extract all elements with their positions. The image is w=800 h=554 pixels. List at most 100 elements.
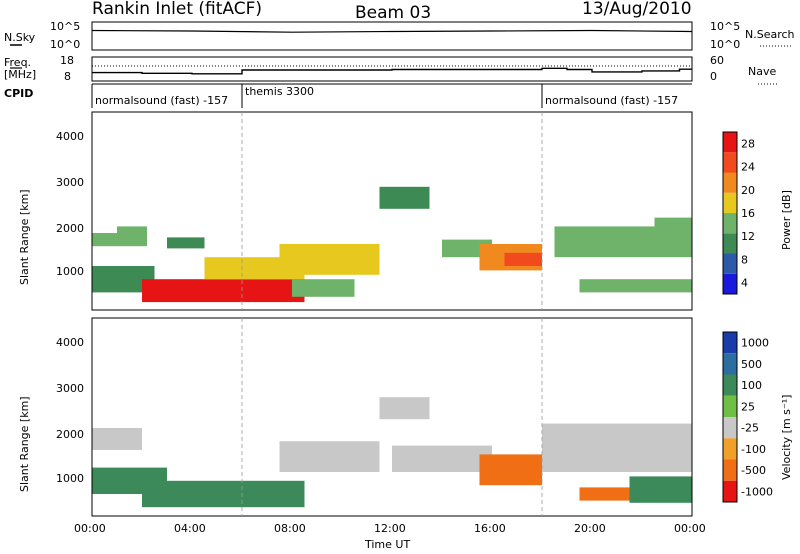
freq-left-tick-bottom: 8 bbox=[64, 70, 71, 83]
vel-cbar-tick-0: 1000 bbox=[741, 337, 769, 350]
velocity-ylabel: Slant Range [km] bbox=[18, 396, 31, 492]
velocity-region-7 bbox=[579, 487, 642, 501]
velocity-region-4 bbox=[379, 397, 430, 420]
velocity-cells bbox=[92, 397, 692, 508]
vel-cbar-tick-2: 100 bbox=[741, 379, 762, 392]
power-cbar-swatch-4 bbox=[723, 192, 737, 214]
xtick-1200: 12:00 bbox=[374, 522, 406, 535]
power-region-8 bbox=[379, 186, 430, 209]
power-region-4 bbox=[142, 279, 305, 303]
vel-cbar-swatch-3 bbox=[723, 395, 737, 418]
power-cbar-swatch-7 bbox=[723, 132, 737, 153]
power-cbar-tick-5: 8 bbox=[741, 253, 748, 266]
vel-cbar-tick-3: 25 bbox=[741, 400, 755, 413]
power-cbar-swatch-5 bbox=[723, 172, 737, 193]
power-cbar-tick-0: 28 bbox=[741, 138, 755, 151]
beam-title: Beam 03 bbox=[355, 3, 431, 23]
freq-label-top: Freq. bbox=[4, 56, 31, 69]
freq-panel: Freq. [MHz] 18 8 60 0 Nave bbox=[4, 54, 778, 85]
nave-label: Nave bbox=[748, 65, 776, 78]
vel-cbar-swatch-2 bbox=[723, 374, 737, 396]
freq-series bbox=[92, 67, 692, 75]
power-ytick-4000: 4000 bbox=[56, 130, 84, 143]
power-region-6 bbox=[279, 244, 380, 275]
power-cbar-swatch-6 bbox=[723, 152, 737, 173]
vel-cbar-swatch-5 bbox=[723, 438, 737, 460]
velocity-ytick-2000: 2000 bbox=[56, 428, 84, 441]
xtick-1600: 16:00 bbox=[474, 522, 506, 535]
velocity-panel-frame bbox=[91, 317, 693, 517]
freq-right-tick-bottom: 0 bbox=[710, 70, 717, 83]
power-colorbar: 28 24 20 16 12 8 4 bbox=[722, 131, 755, 295]
power-cells bbox=[92, 186, 692, 303]
cpid-panel: CPID normalsound (fast) -157 themis 3300… bbox=[4, 83, 692, 108]
velocity-colorbar-label: Velocity [m s⁻¹] bbox=[780, 395, 793, 480]
power-ylabel: Slant Range [km] bbox=[18, 189, 31, 285]
power-region-11 bbox=[504, 252, 542, 266]
velocity-colorbar: 1000 500 100 25 -25 -100 -500 -1000 bbox=[722, 331, 773, 503]
velocity-region-6 bbox=[479, 454, 542, 486]
power-cbar-swatch-2 bbox=[723, 233, 737, 254]
xtick-0400: 04:00 bbox=[174, 522, 206, 535]
vel-cbar-tick-4: -25 bbox=[741, 422, 759, 435]
noise-left-label: N.Sky bbox=[4, 31, 36, 44]
freq-left-tick-top: 18 bbox=[60, 54, 74, 67]
vel-cbar-swatch-7 bbox=[723, 480, 737, 503]
vel-cbar-frame bbox=[722, 331, 738, 503]
vel-cbar-tick-6: -500 bbox=[741, 464, 766, 477]
noise-right-tick-bottom: 10^0 bbox=[710, 38, 740, 51]
velocity-ytick-4000: 4000 bbox=[56, 336, 84, 349]
vel-cbar-tick-1: 500 bbox=[741, 358, 762, 371]
noise-panel-frame bbox=[91, 21, 693, 51]
power-cbar-swatch-0 bbox=[723, 273, 737, 295]
xtick-2400: 00:00 bbox=[674, 522, 706, 535]
power-region-13 bbox=[579, 279, 692, 293]
power-region-7 bbox=[292, 279, 355, 297]
velocity-panel: 4000 3000 2000 1000 Slant Range [km] 100… bbox=[18, 317, 793, 517]
velocity-region-0 bbox=[92, 428, 142, 450]
power-cbar-swatch-1 bbox=[723, 253, 737, 274]
freq-label-unit: [MHz] bbox=[4, 68, 36, 81]
power-cbar-swatch-3 bbox=[723, 213, 737, 234]
cpid-mode-1: normalsound (fast) -157 bbox=[95, 94, 228, 107]
power-region-14 bbox=[654, 217, 692, 236]
noise-sky-series bbox=[91, 29, 693, 33]
velocity-region-8 bbox=[542, 423, 692, 472]
velocity-ytick-3000: 3000 bbox=[56, 382, 84, 395]
xtick-0000: 00:00 bbox=[74, 522, 106, 535]
cpid-mode-3: normalsound (fast) -157 bbox=[545, 94, 678, 107]
noise-right-label: N.Search bbox=[745, 28, 795, 41]
power-colorbar-label: Power [dB] bbox=[780, 190, 793, 250]
noise-left-tick-bottom: 10^0 bbox=[50, 38, 80, 51]
power-cbar-tick-1: 24 bbox=[741, 161, 755, 174]
power-cbar-tick-2: 20 bbox=[741, 184, 755, 197]
velocity-region-9 bbox=[629, 476, 692, 503]
vel-cbar-tick-5: -100 bbox=[741, 443, 766, 456]
station-title: Rankin Inlet (fitACF) bbox=[92, 0, 262, 19]
noise-panel: N.Sky 10^5 10^0 10^5 10^0 N.Search bbox=[4, 20, 795, 51]
power-cbar-tick-3: 16 bbox=[741, 207, 755, 220]
date-title: 13/Aug/2010 bbox=[582, 0, 692, 19]
vel-cbar-tick-7: -1000 bbox=[741, 485, 773, 498]
power-panel-frame bbox=[91, 111, 693, 311]
cpid-label: CPID bbox=[4, 87, 33, 100]
noise-left-tick-top: 10^5 bbox=[50, 20, 80, 33]
power-cbar-frame bbox=[722, 131, 738, 295]
power-ytick-2000: 2000 bbox=[56, 222, 84, 235]
power-cbar-tick-6: 4 bbox=[741, 276, 748, 289]
power-cbar-tick-4: 12 bbox=[741, 230, 755, 243]
velocity-region-2 bbox=[142, 480, 305, 508]
vel-cbar-swatch-4 bbox=[723, 417, 737, 439]
x-axis: 00:00 04:00 08:00 12:00 16:00 20:00 00:0… bbox=[74, 522, 706, 551]
power-ytick-3000: 3000 bbox=[56, 176, 84, 189]
cpid-mode-2: themis 3300 bbox=[245, 85, 314, 98]
xtick-0800: 08:00 bbox=[274, 522, 306, 535]
x-axis-label: Time UT bbox=[364, 538, 410, 551]
velocity-ytick-1000: 1000 bbox=[56, 472, 84, 485]
freq-right-tick-top: 60 bbox=[710, 54, 724, 67]
noise-right-tick-top: 10^5 bbox=[710, 20, 740, 33]
velocity-region-5 bbox=[392, 445, 492, 472]
power-ytick-1000: 1000 bbox=[56, 265, 84, 278]
xtick-2000: 20:00 bbox=[574, 522, 606, 535]
